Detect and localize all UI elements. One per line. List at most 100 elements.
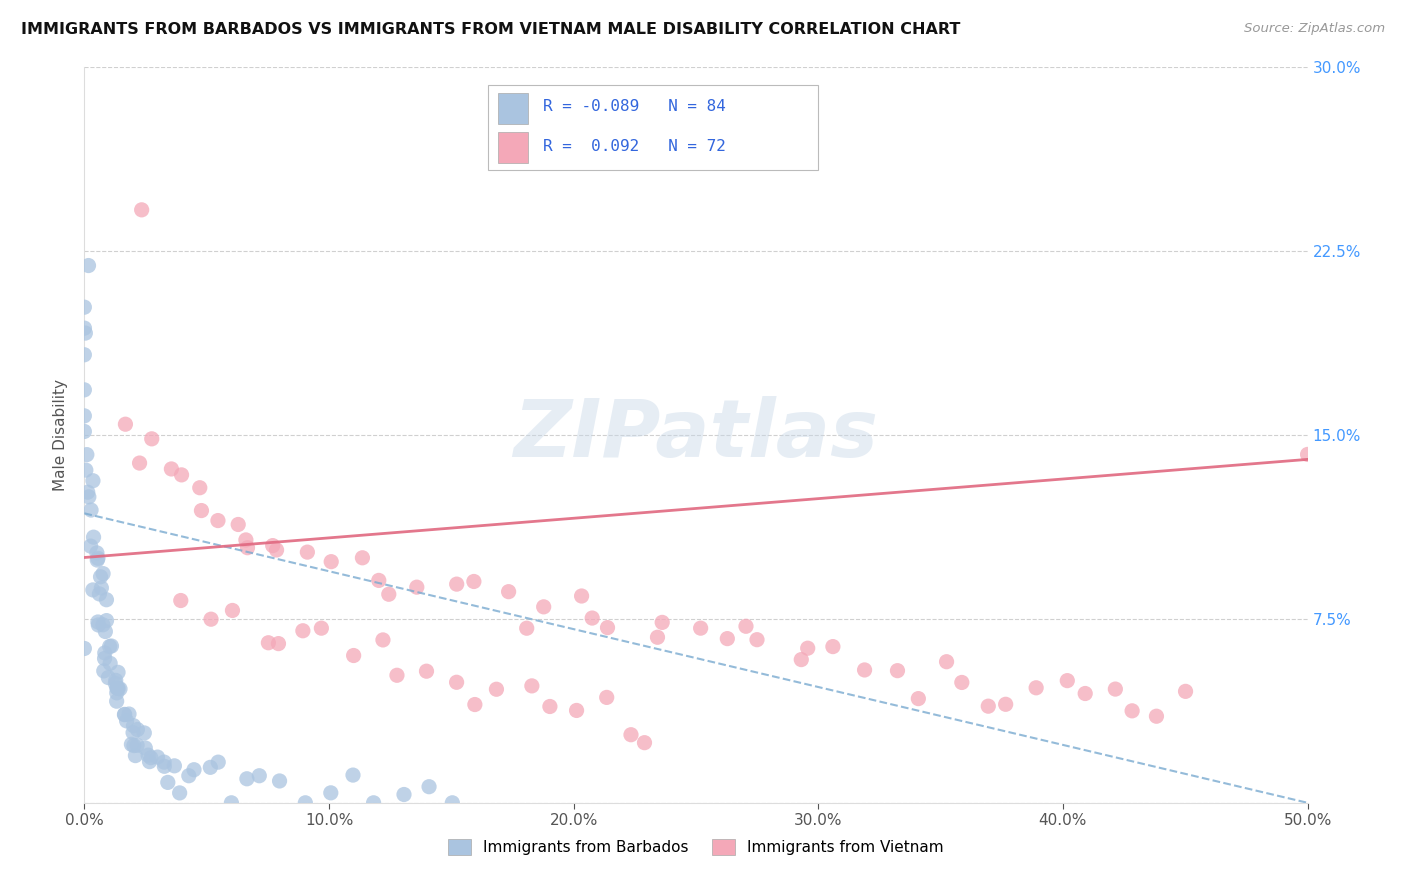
Point [127,723,149,737]
Point [1121,704,1143,718]
Point [73,641,96,656]
Point [146,750,169,764]
Point [1056,673,1078,688]
Point [538,699,561,714]
Point [105,694,128,708]
Point [291,624,314,638]
Point [98,657,121,671]
Point [907,691,929,706]
Point [516,621,538,635]
Point [236,541,259,555]
Point [392,788,415,802]
Point [190,503,212,517]
Point [73,300,96,314]
Point [94,646,117,660]
Point [441,796,464,810]
Point [156,775,179,789]
Point [169,786,191,800]
Point [1074,686,1097,700]
Point [96,614,118,628]
Point [405,580,427,594]
Point [207,514,229,528]
FancyBboxPatch shape [488,86,818,170]
Point [267,637,290,651]
Point [257,636,280,650]
Point [134,741,156,756]
Point [821,640,844,654]
Point [596,690,619,705]
Bar [498,94,529,124]
Point [108,681,131,696]
Point [86,553,108,567]
Point [266,543,288,558]
Point [160,462,183,476]
Point [790,652,813,666]
Point [1025,681,1047,695]
Point [415,664,437,678]
Point [86,546,108,560]
Point [104,676,127,690]
Point [87,618,110,632]
Point [977,699,1000,714]
Point [188,481,211,495]
Point [170,467,193,482]
Point [950,675,973,690]
Point [76,485,98,500]
Point [100,639,122,653]
Point [122,725,145,739]
Point [136,748,159,763]
Point [73,425,96,439]
Point [745,632,768,647]
Point [297,545,319,559]
Point [104,673,127,688]
Point [91,617,114,632]
Point [82,474,104,488]
Point [127,739,149,753]
Point [581,611,603,625]
Point [886,664,908,678]
Point [935,655,957,669]
Point [120,737,142,751]
Point [533,599,555,614]
Legend: Immigrants from Barbados, Immigrants from Vietnam: Immigrants from Barbados, Immigrants fro… [443,833,949,862]
Point [321,555,343,569]
Point [77,490,100,504]
Point [76,448,98,462]
Point [853,663,876,677]
Point [1174,684,1197,698]
Point [97,671,120,685]
Point [73,348,96,362]
Point [651,615,673,630]
Point [716,632,738,646]
Point [371,632,394,647]
Point [138,755,160,769]
Point [262,539,284,553]
Point [633,736,655,750]
Point [200,760,222,774]
Point [620,728,643,742]
Point [647,630,669,644]
Point [122,719,145,733]
Point [498,584,520,599]
Point [122,739,145,753]
Point [565,703,588,717]
Point [221,796,243,810]
Point [90,581,112,595]
Point [94,624,117,639]
Point [319,786,342,800]
Point [93,664,115,678]
Text: R =  0.092   N = 72: R = 0.092 N = 72 [543,139,725,153]
Point [139,750,162,764]
Point [311,621,333,635]
Point [596,621,619,635]
Point [796,641,818,656]
Point [96,592,118,607]
Point [107,665,129,680]
Point [352,550,374,565]
Point [207,755,229,769]
Point [93,651,115,665]
Point [105,681,128,695]
Point [342,768,364,782]
Point [105,681,128,695]
Point [114,417,136,432]
